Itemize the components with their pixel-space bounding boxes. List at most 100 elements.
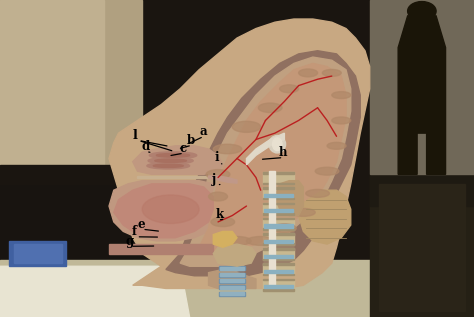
Bar	[0, 260, 474, 317]
Bar	[263, 213, 294, 215]
Polygon shape	[137, 176, 209, 178]
Ellipse shape	[408, 2, 436, 21]
Ellipse shape	[153, 164, 183, 167]
Ellipse shape	[213, 144, 242, 154]
Bar	[379, 184, 465, 311]
Bar	[263, 248, 294, 260]
Bar	[263, 233, 294, 235]
Ellipse shape	[322, 69, 341, 76]
Bar	[269, 171, 275, 285]
Ellipse shape	[332, 117, 351, 124]
Bar	[263, 218, 294, 230]
Polygon shape	[109, 181, 223, 241]
Bar	[219, 266, 245, 270]
Text: d: d	[141, 140, 149, 153]
Polygon shape	[209, 269, 256, 288]
Bar	[0, 184, 142, 317]
Ellipse shape	[149, 152, 197, 159]
Polygon shape	[299, 190, 351, 244]
Ellipse shape	[292, 209, 315, 217]
Ellipse shape	[273, 224, 296, 233]
Bar	[219, 279, 245, 283]
Bar	[263, 218, 294, 219]
Bar	[220, 292, 244, 295]
Text: l: l	[133, 129, 138, 142]
Text: k: k	[216, 208, 224, 221]
Bar	[263, 289, 294, 291]
Ellipse shape	[327, 142, 346, 149]
Ellipse shape	[206, 170, 230, 179]
Polygon shape	[213, 244, 256, 266]
Bar	[219, 273, 245, 277]
Bar	[263, 172, 294, 184]
Text: a: a	[199, 125, 207, 138]
Ellipse shape	[246, 236, 275, 245]
Polygon shape	[114, 184, 213, 238]
Ellipse shape	[223, 236, 251, 245]
Polygon shape	[275, 181, 303, 216]
Polygon shape	[246, 133, 284, 165]
Bar	[264, 285, 293, 288]
Text: e: e	[137, 217, 145, 230]
Ellipse shape	[155, 159, 186, 162]
Ellipse shape	[258, 103, 282, 113]
Bar	[263, 263, 294, 275]
Bar	[263, 274, 294, 275]
Text: c: c	[179, 141, 186, 154]
Ellipse shape	[269, 136, 285, 153]
Bar	[263, 203, 294, 215]
Polygon shape	[199, 63, 346, 254]
Bar	[370, 0, 474, 174]
Bar	[220, 279, 244, 282]
Text: g: g	[126, 235, 134, 248]
Text: j: j	[212, 173, 216, 186]
Ellipse shape	[142, 195, 199, 223]
Bar	[263, 263, 294, 265]
Ellipse shape	[332, 92, 351, 99]
Ellipse shape	[147, 163, 190, 169]
Text: b: b	[187, 133, 195, 146]
Text: i: i	[214, 151, 219, 164]
Bar	[263, 187, 294, 199]
Bar	[370, 0, 474, 206]
Ellipse shape	[315, 167, 339, 175]
Ellipse shape	[299, 69, 318, 77]
Bar	[264, 255, 293, 258]
Bar	[109, 244, 213, 254]
Polygon shape	[213, 171, 261, 273]
Polygon shape	[133, 146, 223, 174]
Bar	[9, 241, 66, 266]
Bar	[263, 172, 294, 174]
Bar	[263, 203, 294, 204]
Bar	[263, 243, 294, 245]
Bar	[264, 209, 293, 212]
Bar	[263, 279, 294, 280]
Ellipse shape	[156, 153, 190, 157]
Polygon shape	[209, 176, 237, 183]
Bar	[14, 244, 62, 263]
Bar	[264, 240, 293, 243]
Polygon shape	[180, 57, 351, 266]
Bar	[263, 248, 294, 250]
Bar	[263, 228, 294, 230]
Bar	[264, 224, 293, 228]
Polygon shape	[213, 231, 237, 247]
Bar	[263, 259, 294, 260]
Ellipse shape	[209, 192, 228, 201]
Text: h: h	[279, 146, 287, 159]
Bar	[0, 0, 104, 174]
Ellipse shape	[232, 121, 261, 133]
Ellipse shape	[211, 217, 235, 227]
Polygon shape	[0, 266, 190, 317]
Bar	[263, 233, 294, 245]
Bar	[263, 198, 294, 199]
Polygon shape	[398, 16, 446, 174]
Bar	[263, 279, 294, 291]
Bar	[370, 0, 474, 317]
Bar	[220, 273, 244, 276]
Bar	[263, 183, 294, 184]
Bar	[220, 267, 244, 270]
Bar	[219, 292, 245, 296]
Bar	[264, 194, 293, 197]
Bar	[220, 286, 244, 289]
